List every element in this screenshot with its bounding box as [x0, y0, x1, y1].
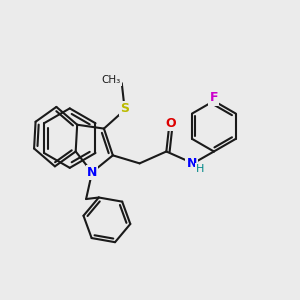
Text: O: O — [166, 117, 176, 130]
Text: N: N — [87, 166, 97, 179]
Text: F: F — [210, 92, 218, 104]
Text: S: S — [120, 102, 129, 115]
Text: H: H — [196, 164, 205, 174]
Text: CH₃: CH₃ — [102, 75, 121, 85]
Text: N: N — [186, 157, 197, 170]
